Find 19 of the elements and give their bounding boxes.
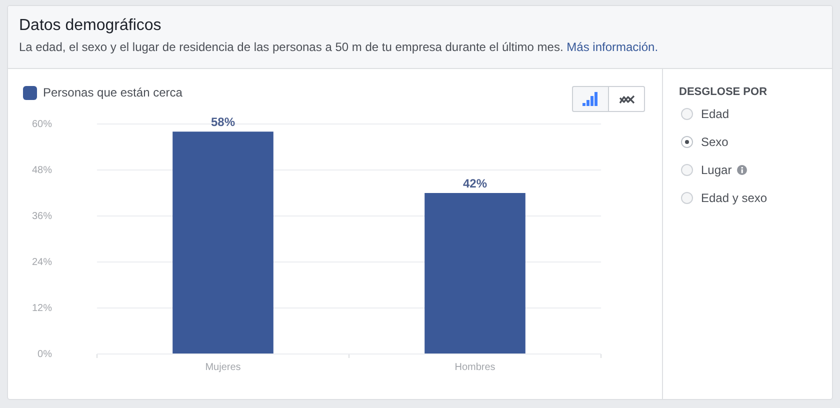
y-tick-label: 24% bbox=[32, 256, 52, 268]
legend-label: Personas que están cerca bbox=[43, 85, 183, 100]
text: Lugar bbox=[701, 163, 732, 177]
y-tick-label: 48% bbox=[32, 164, 52, 176]
text: Más información. bbox=[566, 40, 658, 54]
y-tick-label: 36% bbox=[32, 210, 52, 222]
chart-subtitle: La edad, el sexo y el lugar de residencia de las personas a 50 m de tu empresa durante el último mes. bbox=[19, 40, 564, 54]
y-tick-label: 12% bbox=[32, 302, 52, 314]
data-label: 58% bbox=[210, 114, 236, 129]
x-tick-label: Mujeres bbox=[205, 362, 241, 373]
text: Edad y sexo bbox=[701, 191, 768, 205]
x-tick-label: Hombres bbox=[454, 362, 496, 373]
y-tick-label: 60% bbox=[32, 118, 52, 130]
chart-title: Datos demográficos bbox=[19, 16, 162, 36]
text: DESGLOSE POR bbox=[679, 85, 768, 99]
text: Edad bbox=[701, 107, 730, 121]
data-label: 42% bbox=[462, 176, 488, 190]
text: Sexo bbox=[701, 135, 728, 149]
y-tick-label: 0% bbox=[38, 348, 52, 360]
